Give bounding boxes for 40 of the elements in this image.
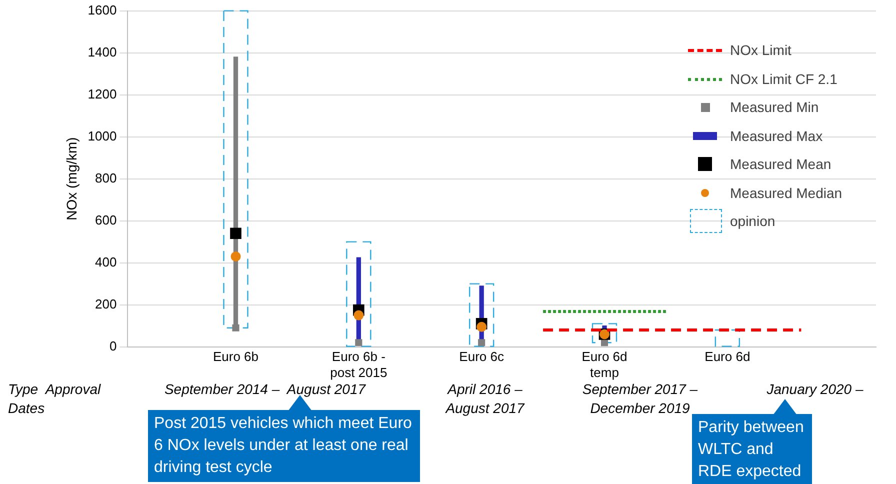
x-tick-label: Euro 6c (459, 349, 504, 364)
y-tick-label: 400 (95, 254, 117, 270)
y-tick-label: 0 (109, 338, 117, 354)
bar (468, 283, 494, 347)
y-tick-label: 600 (95, 212, 117, 228)
point (232, 324, 240, 332)
legend-label: opinion (730, 213, 776, 230)
bar (223, 10, 248, 328)
point (230, 252, 241, 262)
bar (592, 323, 618, 344)
y-tick-label: 1200 (88, 86, 117, 102)
y-tick-label: 1600 (88, 2, 117, 18)
y-tick-label: 1000 (88, 128, 117, 144)
point (476, 322, 487, 332)
bar (714, 329, 740, 347)
legend-label: NOx Limit CF 2.1 (730, 70, 838, 87)
y-tick-label: 1400 (88, 44, 117, 60)
text: Parity between WLTC and RDE expected (692, 414, 812, 484)
text: April 2016 – August 2017 (444, 380, 526, 418)
legend-label: NOx Limit (730, 42, 792, 58)
point (354, 310, 364, 320)
y-tick-label: 800 (95, 170, 117, 186)
legend-label: Measured Mean (730, 156, 832, 172)
x-tick-label: Euro 6d (704, 349, 750, 364)
text: January 2020 – (766, 380, 864, 399)
x-tick-label: Euro 6b - post 2015 (330, 349, 388, 380)
legend-label: Measured Median (730, 184, 842, 201)
point (230, 228, 242, 240)
y-tick-label: 200 (95, 296, 117, 312)
bar (346, 241, 372, 347)
legend-label: Measured Min (730, 99, 819, 116)
y-axis-title: NOx (mg/km) (63, 137, 80, 220)
text: September 2014 – August 2017 (163, 380, 367, 399)
x-tick-label: Euro 6d temp (582, 349, 628, 380)
point (478, 339, 486, 346)
point (355, 339, 362, 346)
text: Type Approval Dates (8, 380, 102, 418)
text: Post 2015 vehicles which meet Euro 6 NOx levels under at least one real driving test cycle (148, 410, 420, 482)
x-tick-label: Euro 6b (212, 349, 259, 364)
legend-label: Measured Max (730, 128, 823, 144)
